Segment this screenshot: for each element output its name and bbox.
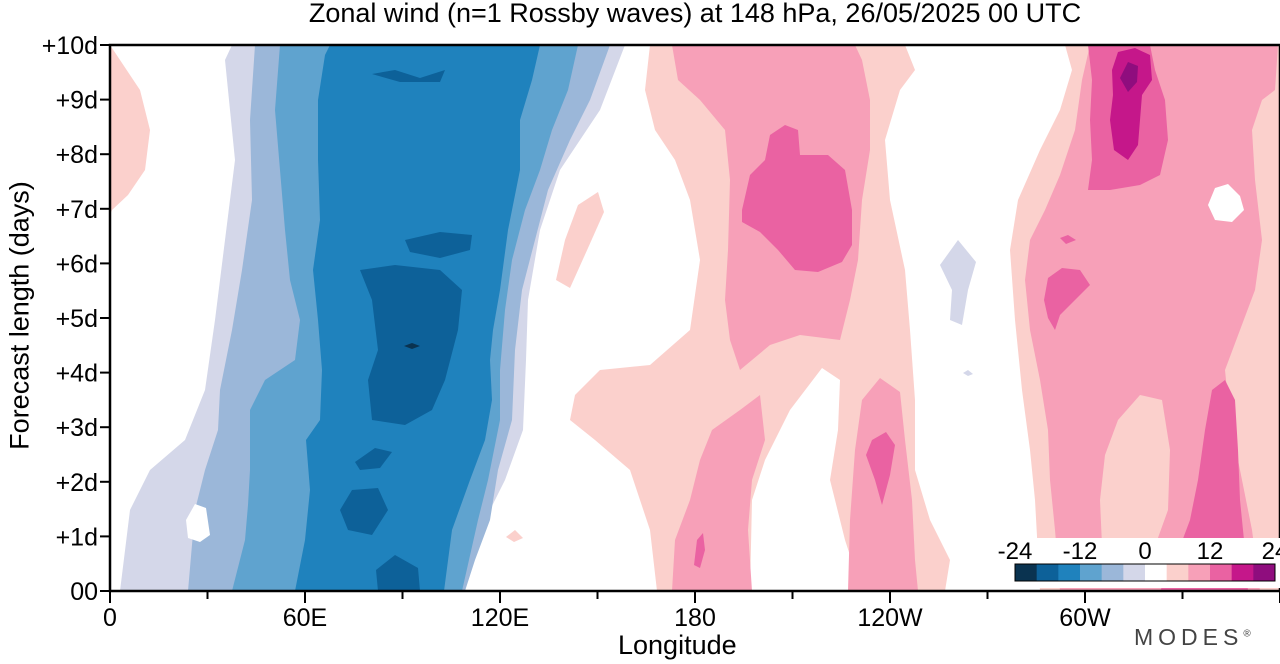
contour-white-hole: [186, 504, 210, 542]
modes-logo: MODES®: [1134, 624, 1251, 650]
colorbar-swatch: [1231, 564, 1254, 581]
y-tick-label: +8d: [56, 141, 98, 169]
x-tick-label: 0: [103, 604, 117, 632]
colorbar-label: 0: [1138, 538, 1151, 565]
y-tick-label: +3d: [56, 414, 98, 442]
contour-west-12-a: [742, 125, 852, 272]
colorbar-swatch: [1015, 564, 1038, 581]
colorbar-swatch: [1210, 564, 1233, 581]
colorbar-swatch: [1101, 564, 1124, 581]
contour-west-20-a: [1120, 62, 1138, 92]
contour-west-4-left: [110, 45, 150, 215]
x-tick-label: 180: [674, 604, 716, 632]
colorbar-swatch: [1145, 564, 1168, 581]
contour-west-white-oval: [1208, 184, 1244, 222]
contour-east-20b: [340, 488, 388, 535]
contour-east-20c: [355, 448, 392, 470]
contour-white-hole-2: [1100, 395, 1170, 570]
x-axis-label: Longitude: [618, 630, 737, 660]
contour-east-20e: [405, 232, 472, 258]
colorbar-swatch: [1058, 564, 1081, 581]
y-tick-label: +5d: [56, 305, 98, 333]
y-tick-label: +1d: [56, 523, 98, 551]
contour-west-16-a: [1110, 48, 1152, 160]
colorbar-swatch: [1253, 564, 1276, 581]
colorbar-frame: [1014, 563, 1276, 582]
x-tick-label: 60E: [283, 604, 327, 632]
colorbar-label: 12: [1197, 538, 1224, 565]
x-tick-label: 60W: [1059, 604, 1111, 632]
contour-white-gap-1: [750, 368, 860, 591]
contour-west-12-e: [1060, 235, 1076, 244]
contour-west-12-g: [694, 533, 705, 568]
x-tick-label: 120W: [857, 604, 923, 632]
y-tick-label: +7d: [56, 196, 98, 224]
y-tick-label: +10d: [42, 32, 98, 60]
colorbar-label: -24: [998, 538, 1033, 565]
y-tick-label: 00: [70, 578, 98, 606]
contour-east-24: [404, 343, 420, 349]
colorbar-label: -12: [1063, 538, 1098, 565]
colorbar-label: 24: [1262, 538, 1280, 565]
contour-west-12-b: [866, 432, 895, 505]
colorbar: -24 -12 0 12 24: [998, 538, 1280, 588]
y-tick-label: +9d: [56, 87, 98, 115]
contour-east-20f: [372, 70, 445, 82]
y-tick-label: +2d: [56, 469, 98, 497]
contour-west-8-low: [672, 395, 765, 591]
x-tick-label: 120E: [471, 604, 529, 632]
colorbar-swatch: [1123, 564, 1146, 581]
contour-west-4-dot: [506, 530, 523, 542]
colorbar-swatch: [1036, 564, 1059, 581]
y-tick-label: +6d: [56, 250, 98, 278]
contour-east-20d: [376, 555, 420, 591]
colorbar-swatch: [1080, 564, 1103, 581]
logo-text: MODES: [1134, 624, 1244, 650]
contour-west-4-streak: [556, 192, 604, 288]
colorbar-swatch: [1166, 564, 1189, 581]
contour-west-12-d: [1044, 268, 1090, 330]
y-tick-label: +4d: [56, 360, 98, 388]
x-axis: 0 60E 120E 180 120W 60W: [103, 591, 1280, 632]
colorbar-swatch: [1188, 564, 1211, 581]
chart-title: Zonal wind (n=1 Rossby waves) at 148 hPa…: [308, 0, 1082, 28]
y-axis: 00 +1d +2d +3d +4d +5d +6d +7d +8d +9d +10d: [42, 32, 110, 606]
contour-east-dot: [963, 370, 973, 376]
contour-east-small: [940, 240, 976, 325]
y-axis-label: Forecast length (days): [4, 181, 35, 450]
contour-field: [110, 45, 1280, 591]
